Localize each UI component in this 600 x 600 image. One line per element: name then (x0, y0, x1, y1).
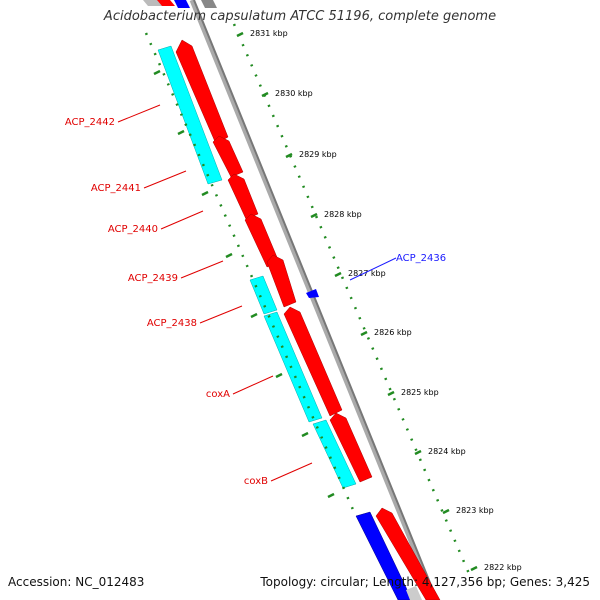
backbone-ring-edge (193, 0, 438, 600)
partial-feature-red (157, 0, 175, 6)
inner-tick-mark (153, 69, 161, 76)
gene-label: ACP_2440 (108, 224, 158, 235)
kbp-tick-label: 2826 kbp (374, 328, 412, 337)
kbp-tick-mark (387, 390, 395, 397)
gene-label: ACP_2438 (147, 318, 197, 329)
kbp-tick-mark (414, 449, 422, 456)
kbp-tick-label: 2827 kbp (348, 269, 386, 278)
map-title: Acidobacterium capsulatum ATCC 51196, co… (103, 9, 497, 24)
kbp-tick-label: 2831 kbp (250, 29, 288, 38)
kbp-tick-mark (261, 91, 269, 98)
feature-arrow-acp-2436 (306, 289, 319, 298)
cds-arrow (375, 507, 441, 600)
kbp-tick-mark (470, 565, 478, 572)
partial-feature-blue (174, 0, 190, 8)
inner-tick-mark (301, 431, 309, 438)
kbp-tick-label: 2824 kbp (428, 447, 466, 456)
gene-label-leader-line (143, 170, 187, 189)
orf-bar (312, 419, 357, 489)
gene-label-leader-line (160, 210, 204, 230)
kbp-tick-label: 2828 kbp (324, 210, 362, 219)
gene-label-leader-line (199, 305, 243, 324)
partial-feature-gray-2 (201, 0, 217, 8)
partial-feature-gray (143, 0, 163, 6)
genome-summary-text: Topology: circular; Length: 4,127,356 bp… (260, 575, 590, 589)
feature-bar-blue (355, 511, 413, 600)
kbp-tick-label: 2830 kbp (275, 89, 313, 98)
kbp-tick-mark (236, 31, 244, 38)
cds-arrow (212, 135, 244, 178)
partial-feature-gray-bottom (406, 586, 422, 600)
cds-arrow (283, 306, 343, 417)
gene-label: ACP_2442 (65, 117, 115, 128)
kbp-tick-mark (285, 152, 293, 159)
kbp-tick-label: 2825 kbp (401, 388, 439, 397)
orf-bar (249, 275, 278, 315)
inner-tick-mark (225, 252, 233, 259)
cds-arrow (329, 412, 373, 483)
accession-text: Accession: NC_012483 (8, 575, 145, 589)
outer-tick-ring (232, 23, 472, 577)
orf-bar (157, 45, 223, 185)
kbp-tick-label: 2823 kbp (456, 506, 494, 515)
cds-arrow (266, 254, 297, 308)
kbp-tick-label: 2822 kbp (484, 563, 522, 572)
inner-tick-mark (177, 129, 185, 136)
gene-label: coxB (244, 476, 268, 487)
inner-tick-mark (327, 492, 335, 499)
gene-label: ACP_2436 (396, 253, 446, 264)
inner-tick-mark (201, 190, 209, 197)
kbp-ticks: 2831 kbp 2830 kbp 2829 kbp 2828 kbp 2827 kbp… (153, 29, 522, 572)
kbp-tick-label: 2829 kbp (299, 150, 337, 159)
gene-label-leader-line (349, 257, 397, 281)
inner-tick-mark (275, 372, 283, 379)
gene-label: coxA (206, 389, 230, 400)
kbp-tick-mark (334, 271, 342, 278)
gene-labels: ACP_2442 ACP_2441 ACP_2440 ACP_2439 ACP_2438… (65, 104, 446, 487)
kbp-tick-mark (310, 212, 318, 219)
kbp-tick-mark (442, 508, 450, 515)
gene-label-leader-line (180, 260, 224, 279)
gene-label-leader-line (117, 104, 161, 123)
orf-bar (263, 311, 323, 423)
backbone-ring (189, 0, 438, 600)
cds-arrow (175, 39, 229, 145)
gene-label: ACP_2439 (128, 273, 178, 284)
kbp-tick-mark (360, 330, 368, 337)
gene-label-leader-line (270, 462, 313, 482)
gene-label-leader-line (232, 375, 274, 395)
cds-arrow (227, 173, 259, 220)
cds-arrow (244, 213, 280, 268)
inner-tick-mark (250, 312, 258, 319)
gene-label: ACP_2441 (91, 183, 141, 194)
